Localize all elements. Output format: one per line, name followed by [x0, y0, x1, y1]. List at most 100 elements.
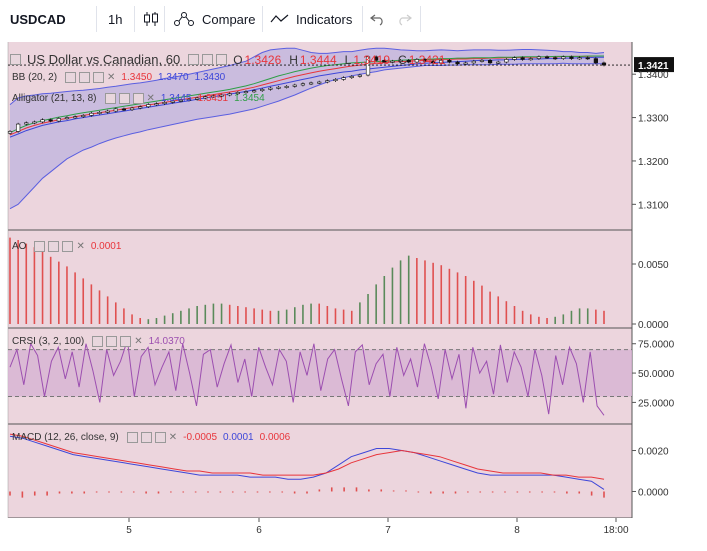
settings-icon[interactable] — [202, 54, 214, 65]
candle — [365, 56, 371, 76]
price-tick-label: 1.3200 — [638, 157, 669, 168]
visibility-icon[interactable] — [65, 72, 77, 83]
candle — [544, 56, 550, 59]
more-icon[interactable] — [120, 336, 132, 347]
toolbar-divider — [362, 6, 363, 32]
undo-icon — [370, 14, 383, 26]
ao-label: AO — [12, 241, 27, 252]
crsi-tick-label: 75.0000 — [638, 340, 675, 351]
candle — [561, 56, 566, 59]
compare-button[interactable]: Compare — [172, 0, 255, 38]
macd-legend: MACD (12, 26, close, 9) ✕ -0.0005 0.0001… — [12, 432, 290, 443]
candle — [471, 60, 476, 64]
settings-icon[interactable] — [140, 432, 152, 443]
low-value: 1.3419 — [353, 52, 391, 67]
candle — [593, 58, 598, 64]
more-icon[interactable] — [132, 93, 144, 104]
candle — [536, 56, 542, 59]
crsi-line — [9, 340, 605, 416]
undo-button[interactable] — [370, 0, 386, 38]
candle — [512, 57, 517, 60]
candle — [276, 86, 281, 89]
chart-canvas[interactable]: 1.3421 1.3100 1.3200 1.3300 1.3400 0.0050 0.00… — [0, 38, 707, 546]
price-tick-label: 1.3400 — [638, 70, 669, 81]
candle — [16, 123, 21, 132]
candle — [382, 60, 387, 63]
candle — [577, 57, 582, 60]
crsi-tick-label: 25.0000 — [638, 398, 675, 409]
more-icon[interactable] — [216, 54, 228, 65]
candle — [317, 81, 322, 84]
chart-area: 1.3421 1.3100 1.3200 1.3300 1.3400 0.0050 0.00… — [0, 38, 707, 546]
candle — [72, 116, 78, 119]
candle — [186, 99, 192, 101]
candle — [341, 77, 346, 80]
candle — [56, 118, 61, 122]
compare-icon — [174, 12, 194, 26]
candle — [40, 119, 45, 123]
bb-lower-line — [9, 62, 604, 210]
close-icon[interactable]: ✕ — [107, 72, 116, 83]
settings-icon[interactable] — [79, 72, 91, 83]
toolbar-divider — [134, 6, 135, 32]
more-icon[interactable] — [154, 432, 166, 443]
indicators-button[interactable]: Indicators — [270, 0, 352, 38]
ao-tick-label: 0.0050 — [638, 260, 669, 271]
toolbar-divider — [96, 6, 97, 32]
bb-upper-line — [9, 47, 605, 105]
visibility-icon[interactable] — [188, 54, 200, 65]
visibility-icon[interactable] — [126, 432, 138, 443]
settings-icon[interactable] — [106, 336, 118, 347]
candle — [528, 58, 533, 61]
indicators-label: Indicators — [296, 11, 353, 27]
toolbar-divider — [420, 6, 421, 32]
candle — [479, 60, 485, 62]
time-tick-label: 7 — [385, 525, 391, 536]
candle — [308, 82, 314, 85]
more-icon[interactable] — [62, 241, 74, 252]
candle — [292, 84, 297, 87]
candle — [439, 60, 444, 64]
price-tick-label: 1.3300 — [638, 114, 669, 125]
candle — [284, 86, 289, 88]
candle — [252, 90, 257, 93]
close-icon[interactable]: ✕ — [146, 93, 155, 104]
symbol-label[interactable]: USDCAD — [10, 11, 66, 27]
bb-value-2: 1.3470 — [158, 72, 189, 83]
macd-signal-line — [9, 433, 605, 480]
visibility-icon[interactable] — [34, 241, 46, 252]
visibility-icon[interactable] — [104, 93, 116, 104]
redo-button[interactable] — [396, 0, 412, 38]
alligator-value-1: 1.3445 — [160, 93, 192, 104]
alligator-label: Alligator (21, 13, 8) — [12, 93, 97, 104]
candle — [235, 92, 240, 95]
chart-style-button[interactable] — [143, 0, 159, 38]
candle — [569, 56, 574, 59]
high-label: H — [289, 52, 298, 67]
close-icon[interactable]: ✕ — [76, 241, 85, 252]
candle — [32, 121, 37, 124]
macd-value-3: 0.0006 — [259, 432, 291, 443]
crsi-tick-label: 50.0000 — [638, 369, 675, 380]
collapse-icon[interactable] — [10, 54, 21, 65]
settings-icon[interactable] — [118, 93, 130, 104]
more-icon[interactable] — [93, 72, 105, 83]
toolbar-divider — [262, 6, 263, 32]
macd-value-1: -0.0005 — [183, 432, 218, 443]
interval-button[interactable]: 1h — [108, 11, 123, 27]
macd-value-2: 0.0001 — [223, 432, 254, 443]
price-axis-background — [632, 42, 687, 518]
settings-icon[interactable] — [48, 241, 60, 252]
candle — [81, 115, 86, 117]
compare-label: Compare — [202, 11, 256, 27]
candle — [195, 97, 200, 100]
macd-label: MACD (12, 26, close, 9) — [12, 432, 119, 443]
close-icon[interactable]: ✕ — [168, 432, 178, 443]
low-label: L — [344, 52, 352, 67]
alligator-legend: Alligator (21, 13, 8) ✕ 1.3445 1.3451 1.… — [12, 93, 265, 104]
macd-tick-label: 0.0020 — [638, 447, 669, 458]
close-icon[interactable]: ✕ — [134, 336, 143, 347]
candle — [374, 56, 379, 61]
visibility-icon[interactable] — [92, 336, 104, 347]
candle — [357, 74, 362, 77]
